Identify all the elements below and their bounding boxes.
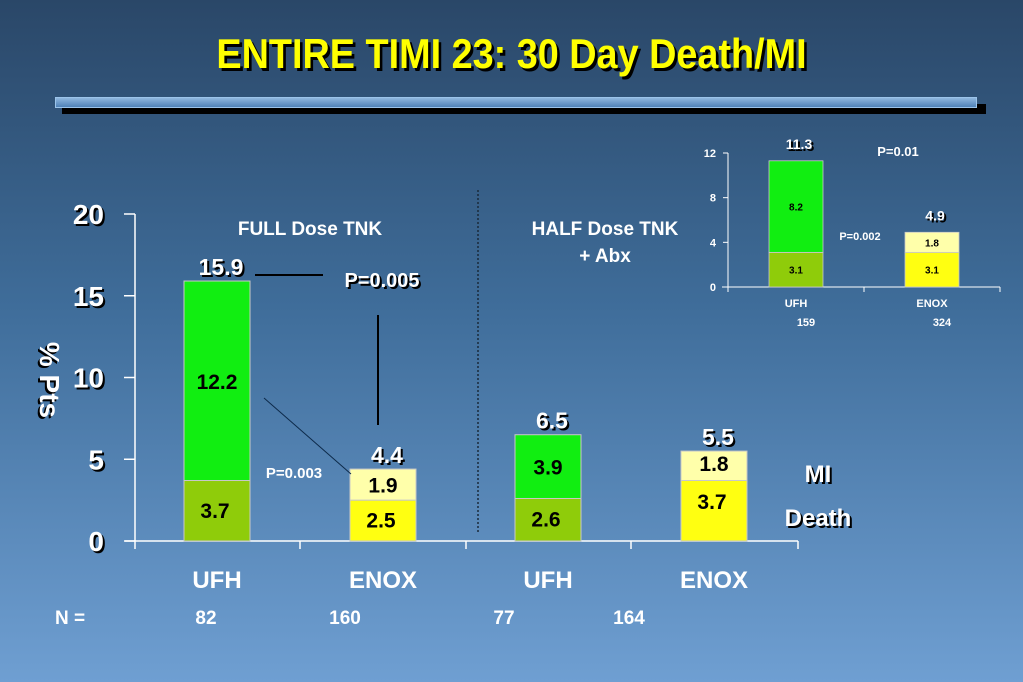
n-value: 164 [613,608,645,629]
inset-chart: 0 4 8 12 3.1 8.2 11.3 UFH 159 3.1 1.8 4.9 ENOX 324 P… [704,136,1001,329]
x-category-label: ENOX [680,567,748,594]
bar-mi-segment [183,280,251,482]
x-category-label: ENOX [349,567,417,594]
mi-value-label: 1.9 [368,475,397,498]
group-label-abx: + Abx [579,246,631,267]
inset-bar-death-segment [904,251,960,288]
n-value: 82 [195,608,216,629]
title-rule [55,97,977,108]
bar-mi-segment [349,468,417,501]
p-connector-line [263,397,352,475]
n-value: 77 [493,608,514,629]
inset-bar-death-segment [768,251,824,288]
inset-n-value: 159 [797,317,815,329]
inset-bar-total-label: 4.9 [925,207,945,223]
inset-y-tick-label: 8 [710,193,716,205]
bar-total-label: 4.4 [371,442,403,468]
inset-bar-mi-segment [768,160,824,253]
slide-title: ENTIRE TIMI 23: 30 Day Death/MI [216,30,807,77]
inset-mi-value-label: 8.2 [789,203,803,214]
mi-value-label: 12.2 [197,371,238,394]
bar-death-segment [183,480,251,542]
y-tick-label: 0 [88,526,104,557]
inset-bar-mi-segment [904,231,960,253]
bar-total-label: 15.9 [199,254,244,280]
y-axis-label: % Pts [34,342,65,418]
bar-mi-segment [680,450,748,482]
legend-death: Death [785,505,852,532]
inset-x-category-label: UFH [785,298,808,310]
p-value-005: P=0.005 [344,270,419,292]
death-value-label: 3.7 [200,500,229,523]
legend-mi: MI [805,461,832,488]
n-value: 160 [329,608,361,629]
group-label-half-dose: HALF Dose TNK [532,219,679,240]
inset-y-tick-label: 4 [710,237,717,249]
mi-value-label: 1.8 [699,453,729,476]
p-value-003: P=0.003 [266,465,322,482]
n-label: N = [55,608,85,629]
bar-total-label: 6.5 [536,408,568,434]
mi-value-label: 3.9 [533,457,562,480]
death-value-label: 2.6 [531,509,560,532]
x-category-label: UFH [523,567,572,594]
title-rule-shadow [62,104,986,114]
death-value-label: 2.5 [366,510,396,533]
death-value-label: 3.7 [697,491,726,514]
inset-p-value-01: P=0.01 [877,144,919,159]
inset-death-value-label: 3.1 [925,266,939,277]
bar-mi-segment [514,434,582,499]
bar-death-segment [680,480,748,542]
inset-y-tick-label: 0 [710,282,716,294]
inset-bar-total-label: 11.3 [786,136,813,152]
y-tick-label: 5 [88,444,104,475]
y-tick-label: 15 [73,281,104,312]
inset-x-category-label: ENOX [916,298,948,310]
inset-death-value-label: 3.1 [789,266,803,277]
y-tick-label: 10 [73,363,104,394]
x-category-label: UFH [192,567,241,594]
inset-p-value-002: P=0.002 [839,231,880,243]
y-tick-label: 20 [73,199,104,230]
main-chart: 0 5 10 15 20 % Pts FULL Dose TNK HALF Dose T… [34,190,851,629]
inset-y-tick-label: 12 [704,148,716,160]
group-label-full-dose: FULL Dose TNK [238,219,383,240]
inset-mi-value-label: 1.8 [925,238,939,249]
inset-n-value: 324 [933,317,952,329]
bar-total-label: 5.5 [702,424,734,450]
